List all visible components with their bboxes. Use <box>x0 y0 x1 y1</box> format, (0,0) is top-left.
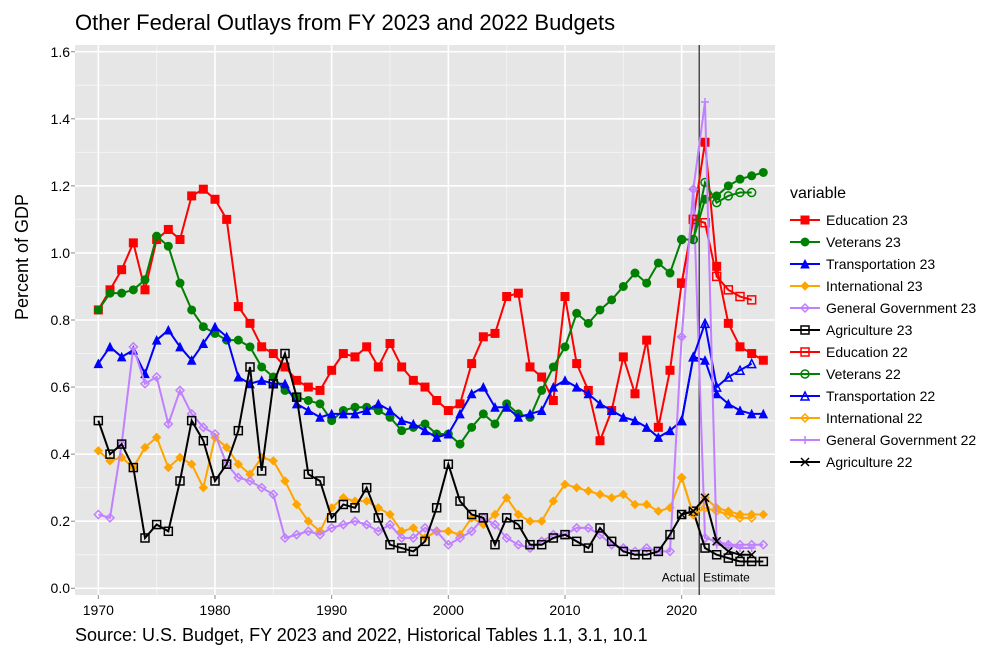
y-tick: 0.8 <box>10 312 70 328</box>
legend-swatch <box>790 385 820 407</box>
legend-label: General Government 22 <box>826 432 976 448</box>
legend-label: Transportation 22 <box>826 388 935 404</box>
legend-label: International 23 <box>826 278 923 294</box>
legend: variable Education 23 Veterans 23 Transpor… <box>790 185 985 473</box>
legend-swatch <box>790 429 820 451</box>
y-tick: 1.2 <box>10 178 70 194</box>
legend-item: Agriculture 22 <box>790 451 985 473</box>
legend-item: General Government 22 <box>790 429 985 451</box>
legend-swatch <box>790 253 820 275</box>
x-tick: 1980 <box>199 602 230 618</box>
legend-swatch <box>790 297 820 319</box>
legend-swatch <box>790 231 820 253</box>
x-tick: 2010 <box>549 602 580 618</box>
legend-swatch <box>790 407 820 429</box>
legend-title: variable <box>790 185 985 203</box>
legend-swatch <box>790 451 820 473</box>
legend-item: Agriculture 23 <box>790 319 985 341</box>
legend-label: Education 22 <box>826 344 908 360</box>
x-tick: 2020 <box>666 602 697 618</box>
svg-text:Estimate: Estimate <box>703 571 750 585</box>
plot-area: Actual Estimate <box>75 45 775 595</box>
legend-label: Agriculture 22 <box>826 454 912 470</box>
legend-swatch <box>790 341 820 363</box>
y-tick: 1.0 <box>10 245 70 261</box>
legend-swatch <box>790 275 820 297</box>
legend-label: Agriculture 23 <box>826 322 912 338</box>
legend-label: Education 23 <box>826 212 908 228</box>
y-tick: 0.4 <box>10 446 70 462</box>
legend-item: Education 22 <box>790 341 985 363</box>
legend-label: International 22 <box>826 410 923 426</box>
y-tick: 0.6 <box>10 379 70 395</box>
x-tick: 1970 <box>83 602 114 618</box>
legend-item: Veterans 23 <box>790 231 985 253</box>
chart-container: Other Federal Outlays from FY 2023 and 2… <box>0 0 990 660</box>
y-tick: 1.6 <box>10 44 70 60</box>
legend-item: Veterans 22 <box>790 363 985 385</box>
legend-label: General Government 23 <box>826 300 976 316</box>
source-caption: Source: U.S. Budget, FY 2023 and 2022, H… <box>75 625 648 646</box>
legend-swatch <box>790 363 820 385</box>
legend-item: General Government 23 <box>790 297 985 319</box>
y-tick: 0.0 <box>10 580 70 596</box>
legend-item: Transportation 22 <box>790 385 985 407</box>
x-tick: 2000 <box>433 602 464 618</box>
legend-swatch <box>790 209 820 231</box>
legend-item: International 23 <box>790 275 985 297</box>
legend-item: International 22 <box>790 407 985 429</box>
svg-text:Actual: Actual <box>662 571 695 585</box>
legend-item: Transportation 23 <box>790 253 985 275</box>
y-tick: 0.2 <box>10 513 70 529</box>
x-tick: 1990 <box>316 602 347 618</box>
legend-items: Education 23 Veterans 23 Transportation 23… <box>790 209 985 473</box>
chart-title: Other Federal Outlays from FY 2023 and 2… <box>75 10 615 36</box>
legend-item: Education 23 <box>790 209 985 231</box>
legend-swatch <box>790 319 820 341</box>
y-tick: 1.4 <box>10 111 70 127</box>
legend-label: Veterans 22 <box>826 366 901 382</box>
legend-label: Veterans 23 <box>826 234 901 250</box>
legend-label: Transportation 23 <box>826 256 935 272</box>
